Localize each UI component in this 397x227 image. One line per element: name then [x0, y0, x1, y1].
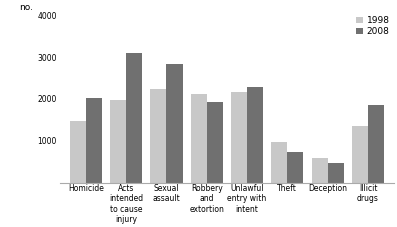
Bar	[312, 158, 328, 183]
Bar	[231, 92, 247, 183]
Bar	[191, 94, 207, 183]
Bar	[150, 89, 166, 183]
Bar	[247, 87, 263, 183]
Bar	[271, 143, 287, 183]
Bar	[368, 105, 384, 183]
Bar	[86, 98, 102, 183]
Bar	[166, 64, 183, 183]
Bar	[207, 102, 223, 183]
Bar	[328, 163, 344, 183]
Legend: 1998, 2008: 1998, 2008	[356, 16, 390, 36]
Bar	[126, 53, 142, 183]
Text: no.: no.	[19, 3, 33, 12]
Bar	[352, 126, 368, 183]
Bar	[69, 121, 86, 183]
Bar	[110, 100, 126, 183]
Bar	[287, 152, 303, 183]
